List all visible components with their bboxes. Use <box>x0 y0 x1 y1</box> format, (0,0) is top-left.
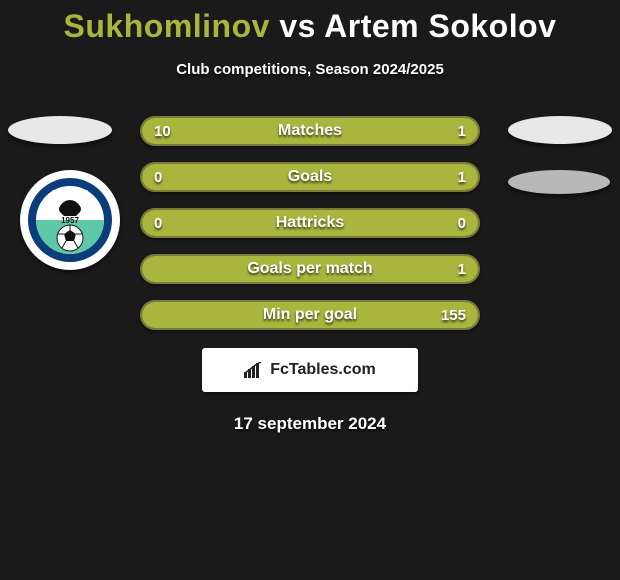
bar-label: Goals per match <box>142 256 478 282</box>
bar-value-right: 1 <box>458 118 466 144</box>
date: 17 september 2024 <box>0 414 620 434</box>
bar-row: 0Hattricks0 <box>140 208 480 238</box>
decor-ellipse-right-1 <box>508 116 612 144</box>
bar-value-right: 0 <box>458 210 466 236</box>
decor-ellipse-left <box>8 116 112 144</box>
chart-area: ШИННИК 1957 10Matches10Goals10Hattricks0… <box>0 116 620 330</box>
bar-label: Goals <box>142 164 478 190</box>
bar-row: 0Goals1 <box>140 162 480 192</box>
bar-label: Matches <box>142 118 478 144</box>
club-badge-icon: ШИННИК 1957 <box>26 176 114 264</box>
bar-value-right: 1 <box>458 164 466 190</box>
page-title: Sukhomlinov vs Artem Sokolov <box>0 0 620 45</box>
title-player1: Sukhomlinov <box>64 8 270 44</box>
title-vs: vs <box>279 8 316 44</box>
svg-text:ШИННИК: ШИННИК <box>52 189 88 198</box>
comparison-bars: 10Matches10Goals10Hattricks0Goals per ma… <box>140 116 480 330</box>
bar-label: Hattricks <box>142 210 478 236</box>
footer-logo: FcTables.com <box>202 348 418 392</box>
bar-row: Min per goal155 <box>140 300 480 330</box>
bar-row: 10Matches1 <box>140 116 480 146</box>
title-player2: Artem Sokolov <box>324 8 556 44</box>
svg-text:1957: 1957 <box>61 216 79 225</box>
bar-label: Min per goal <box>142 302 478 328</box>
bar-row: Goals per match1 <box>140 254 480 284</box>
footer-logo-text: FcTables.com <box>270 361 376 379</box>
subtitle: Club competitions, Season 2024/2025 <box>0 61 620 78</box>
bar-chart-icon <box>244 362 264 378</box>
decor-ellipse-right-2 <box>508 170 610 194</box>
club-badge: ШИННИК 1957 <box>20 170 120 270</box>
bar-value-right: 1 <box>458 256 466 282</box>
bar-value-right: 155 <box>441 302 466 328</box>
